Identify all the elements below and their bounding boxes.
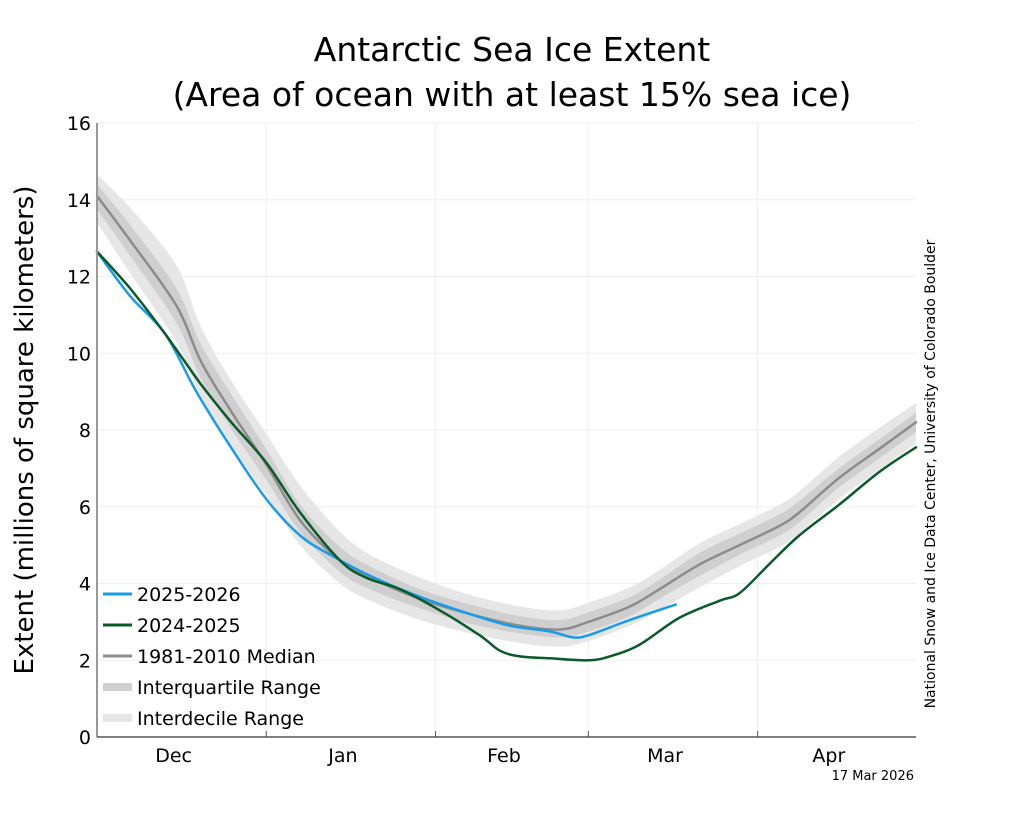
- legend-item: Interquartile Range: [103, 677, 321, 699]
- y-tick-label: 8: [79, 420, 91, 442]
- y-tick-label: 2: [79, 650, 91, 672]
- y-tick-label: 6: [79, 497, 91, 519]
- legend-label: 1981-2010 Median: [137, 646, 316, 668]
- y-tick-label: 0: [79, 727, 91, 749]
- legend-item: 2025-2026: [103, 584, 241, 606]
- interquartile-band: [97, 184, 916, 638]
- range-bands: [97, 174, 916, 647]
- legend-label: 2024-2025: [137, 615, 241, 637]
- legend-label: 2025-2026: [137, 584, 241, 606]
- legend-item: 1981-2010 Median: [103, 646, 316, 668]
- y-tick-label: 4: [79, 574, 91, 596]
- y-tick-labels: 0 2 4 6 8 10 12 14 16: [67, 113, 91, 749]
- x-tick-label: Apr: [812, 745, 845, 767]
- credit-text: National Snow and Ice Data Center, Unive…: [923, 239, 939, 708]
- chart-title: Antarctic Sea Ice Extent: [314, 30, 711, 69]
- x-tick-label: Mar: [647, 745, 683, 767]
- median-line: [95, 194, 918, 631]
- series-lines: [95, 194, 918, 662]
- y-tick-label: 16: [67, 113, 91, 135]
- legend-item: 2024-2025: [103, 615, 241, 637]
- previous-line: [95, 250, 918, 662]
- axes: [96, 123, 916, 738]
- y-tick-label: 14: [67, 190, 91, 212]
- y-tick-label: 10: [67, 343, 91, 365]
- legend-label: Interdecile Range: [137, 708, 304, 730]
- x-tick-labels: Dec Jan Feb Mar Apr: [155, 745, 845, 767]
- legend: 2025-2026 2024-2025 1981-2010 Median Interq…: [103, 584, 321, 730]
- x-tick-label: Jan: [327, 745, 357, 767]
- legend-label: Interquartile Range: [137, 677, 321, 699]
- grid: [97, 122, 916, 737]
- chart-subtitle: (Area of ocean with at least 15% sea ice…: [173, 75, 852, 114]
- legend-item: Interdecile Range: [103, 708, 304, 730]
- x-tick-label: Feb: [487, 745, 521, 767]
- current-line: [95, 250, 678, 639]
- x-tick-label: Dec: [155, 745, 192, 767]
- date-stamp: 17 Mar 2026: [832, 769, 914, 784]
- y-tick-label: 12: [67, 267, 91, 289]
- y-axis-label: Extent (millions of square kilometers): [10, 186, 40, 675]
